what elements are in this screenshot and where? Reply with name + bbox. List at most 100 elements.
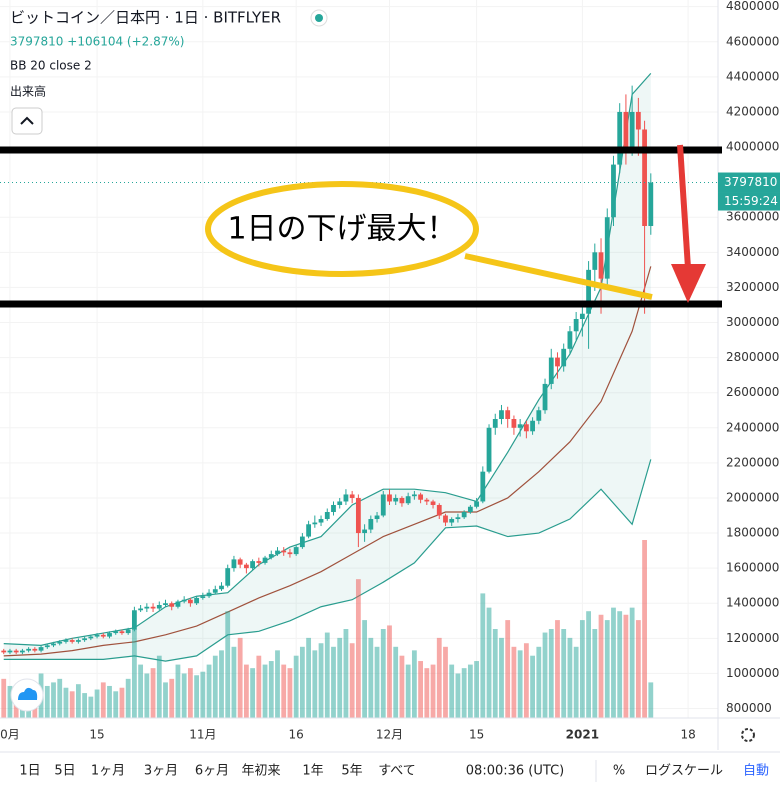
candle-body: [455, 517, 461, 520]
candle-body: [131, 610, 137, 630]
candle-body: [107, 633, 112, 637]
ohlc-legend: 3797810 +106104 (+2.87%): [10, 35, 184, 49]
volume-bar: [455, 673, 461, 718]
volume-bar: [567, 637, 573, 718]
volume-bar: [219, 650, 224, 718]
volume-bar: [467, 664, 473, 718]
candle-body: [150, 606, 156, 609]
y-tick-label: 2800000: [726, 350, 779, 364]
volume-bar: [63, 687, 69, 718]
candle-body: [19, 650, 25, 653]
range-button[interactable]: 1日: [19, 764, 40, 779]
candle-body: [144, 606, 150, 609]
y-tick-label: 2400000: [726, 420, 779, 434]
volume-bar: [107, 685, 112, 718]
plot-area: [0, 0, 718, 718]
auto-toggle[interactable]: 自動: [743, 764, 769, 779]
candle-body: [343, 494, 349, 502]
candle-body: [287, 552, 293, 555]
clock: 08:00:36 (UTC): [466, 764, 564, 779]
candle-body: [250, 561, 256, 569]
candle-body: [175, 601, 181, 607]
percent-toggle[interactable]: %: [613, 764, 625, 779]
candle-body: [119, 631, 125, 634]
volume-bar: [449, 664, 455, 718]
candle-body: [555, 357, 560, 367]
candle-body: [44, 645, 50, 648]
range-button[interactable]: 1ヶ月: [91, 764, 125, 779]
volume-bar: [405, 664, 411, 718]
candle-body: [163, 603, 168, 606]
candle-body: [156, 605, 162, 609]
callout-ellipse: [205, 181, 479, 277]
volume-bar: [293, 655, 299, 718]
x-tick-label: 16: [289, 728, 304, 742]
range-button[interactable]: すべて: [378, 764, 416, 779]
range-button[interactable]: 5年: [341, 764, 362, 779]
candle-body: [399, 497, 405, 504]
log-toggle[interactable]: ログスケール: [645, 764, 723, 779]
countdown-tag: [718, 192, 780, 211]
volume-bar: [530, 655, 535, 718]
volume-bar: [144, 673, 150, 718]
candle-body: [380, 494, 386, 516]
candle-body: [281, 550, 287, 553]
candle-body: [548, 357, 554, 384]
y-tick-label: 3400000: [726, 245, 779, 259]
candle-body: [187, 599, 193, 604]
candle-body: [542, 383, 548, 411]
volume-bar: [44, 685, 50, 718]
volume-bar: [617, 611, 623, 718]
candle-body: [598, 252, 604, 279]
candle-body: [38, 647, 44, 651]
volume-bar: [374, 646, 380, 718]
candle-body: [200, 596, 206, 598]
last-price-tag: [718, 172, 780, 193]
volume-bar: [225, 611, 231, 718]
volume-bar: [150, 668, 156, 718]
volume-bar: [368, 637, 374, 718]
volume-bar: [243, 664, 249, 718]
indicator-legend: BB 20 close 2: [10, 59, 92, 73]
volume-bar: [318, 643, 324, 718]
range-button[interactable]: 年初来: [241, 764, 280, 779]
volume-legend: 出来高: [10, 84, 46, 99]
volume-bar: [635, 620, 641, 718]
volume-bar: [436, 637, 442, 718]
volume-bar: [573, 646, 579, 718]
x-tick-label: 18: [680, 728, 695, 742]
volume-bar: [592, 629, 598, 718]
candle-body: [225, 568, 231, 586]
y-tick-label: 1000000: [726, 666, 779, 680]
volume-bar: [598, 614, 604, 718]
range-button[interactable]: 1年: [302, 764, 323, 779]
volume-bar: [629, 607, 635, 718]
collapse-button[interactable]: [11, 107, 43, 135]
candle-body: [530, 420, 535, 432]
range-button[interactable]: 6ヶ月: [195, 764, 229, 779]
y-tick-label: 4000000: [726, 140, 779, 154]
volume-bar: [69, 691, 75, 718]
candle-body: [635, 111, 641, 130]
candle-body: [88, 636, 94, 639]
candle-body: [82, 638, 88, 641]
candle-body: [293, 547, 299, 555]
candle-body: [275, 550, 280, 555]
volume-bar: [623, 614, 629, 718]
range-button[interactable]: 5日: [54, 764, 75, 779]
volume-bar: [430, 664, 436, 718]
candle-body: [113, 631, 119, 634]
volume-bar: [362, 620, 367, 718]
volume-bar: [1, 678, 7, 718]
candle-body: [262, 557, 268, 563]
volume-bar: [443, 646, 448, 718]
volume-bar: [349, 643, 355, 718]
settings-icon[interactable]: [741, 728, 755, 742]
candle-body: [194, 597, 200, 604]
volume-bar: [100, 682, 106, 718]
candle-body: [32, 648, 38, 651]
drawn-arrow: [677, 144, 691, 269]
candle-body: [387, 494, 392, 502]
candle-body: [443, 515, 448, 523]
range-button[interactable]: 3ヶ月: [144, 764, 178, 779]
